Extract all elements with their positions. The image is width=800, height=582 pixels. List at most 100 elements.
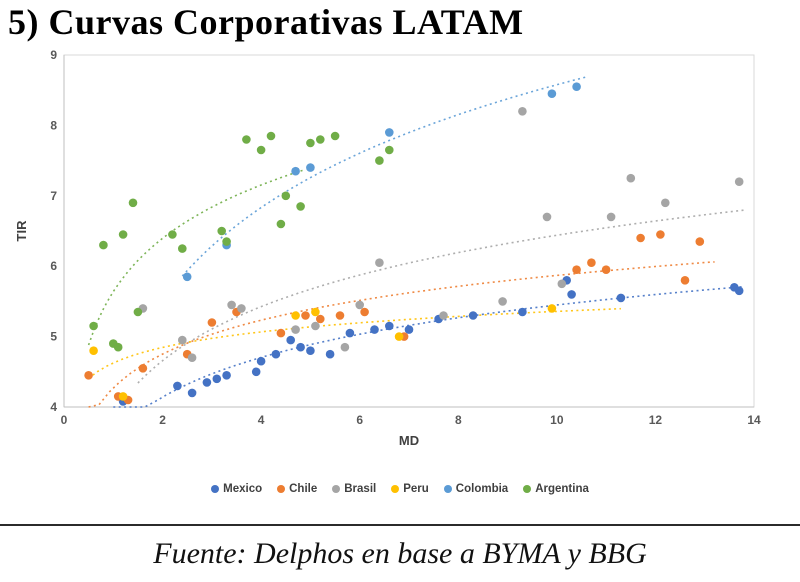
point-peru (291, 311, 300, 321)
point-argentina (99, 241, 108, 250)
x-axis-label: MD (399, 433, 419, 448)
point-brasil (661, 198, 670, 208)
legend-label: Chile (289, 483, 318, 496)
point-brasil (626, 174, 636, 183)
x-tick-label: 6 (356, 413, 363, 427)
point-brasil (237, 304, 246, 314)
point-peru (89, 346, 98, 356)
point-argentina (330, 132, 340, 141)
point-chile (656, 230, 665, 240)
trendline-brasil (137, 209, 745, 384)
legend-item-brasil: Brasil (332, 483, 376, 495)
point-mexico (345, 329, 355, 338)
point-mexico (404, 325, 414, 335)
trendline-mexico (113, 286, 745, 409)
point-mexico (518, 308, 527, 317)
point-brasil (375, 258, 384, 268)
point-chile (587, 258, 596, 268)
y-tick-label: 7 (50, 189, 57, 203)
point-mexico (306, 346, 315, 356)
legend-item-chile: Chile (277, 483, 317, 495)
point-chile (207, 318, 217, 328)
point-chile (335, 311, 345, 321)
y-tick-label: 4 (50, 400, 57, 414)
point-brasil (498, 297, 507, 307)
legend-item-mexico: Mexico (211, 483, 262, 495)
point-chile (695, 237, 705, 247)
point-argentina (113, 343, 123, 352)
point-argentina (242, 135, 251, 145)
source-text: Fuente: Delphos en base a BYMA y BBG (153, 537, 647, 570)
x-tick-label: 4 (258, 413, 265, 427)
x-tick-label: 10 (550, 413, 564, 427)
point-argentina (375, 156, 384, 166)
point-peru (311, 308, 320, 317)
point-mexico (212, 374, 222, 384)
point-argentina (276, 220, 286, 229)
point-brasil (178, 336, 187, 345)
legend-dot-brasil (332, 485, 341, 494)
point-mexico (734, 286, 744, 296)
legend-dot-argentina (523, 485, 532, 494)
point-brasil (734, 177, 744, 187)
point-argentina (256, 146, 266, 155)
point-argentina (217, 227, 226, 236)
point-argentina (89, 322, 98, 331)
x-tick-label: 14 (747, 413, 761, 427)
trendline-argentina (87, 169, 306, 346)
legend-item-colombia: Colombia (443, 483, 508, 495)
point-colombia (572, 82, 581, 92)
point-peru (118, 392, 128, 402)
point-brasil (340, 343, 350, 352)
point-brasil (187, 353, 197, 363)
y-axis-label: TIR (14, 220, 29, 242)
legend-dot-colombia (443, 485, 452, 494)
point-brasil (355, 300, 365, 310)
legend-item-peru: Peru (391, 483, 429, 495)
legend-item-argentina: Argentina (523, 483, 589, 495)
point-argentina (266, 132, 276, 141)
x-tick-label: 2 (159, 413, 166, 427)
point-colombia (385, 128, 394, 138)
point-mexico (567, 290, 576, 300)
legend-label: Argentina (535, 483, 589, 496)
point-argentina (281, 191, 291, 201)
point-mexico (271, 350, 281, 359)
point-chile (138, 364, 148, 373)
point-colombia (547, 89, 557, 99)
legend-label: Mexico (223, 483, 263, 496)
point-colombia (291, 167, 300, 176)
x-tick-label: 12 (649, 413, 663, 427)
point-peru (394, 332, 404, 342)
point-chile (680, 276, 690, 285)
point-argentina (385, 146, 394, 155)
legend-label: Peru (403, 483, 429, 496)
point-brasil (291, 325, 300, 335)
legend: Mexico Chile Brasil Peru Colombia Argentina (0, 477, 800, 501)
point-argentina (128, 198, 138, 208)
source-footer: Fuente: Delphos en base a BYMA y BBG (0, 524, 800, 582)
point-mexico (251, 367, 261, 377)
legend-dot-mexico (211, 485, 220, 494)
trendline-colombia (181, 76, 587, 277)
legend-label: Brasil (344, 483, 377, 496)
point-mexico (468, 311, 478, 321)
point-mexico (616, 293, 626, 303)
x-tick-label: 8 (455, 413, 462, 427)
point-mexico (370, 325, 379, 335)
point-mexico (173, 381, 182, 391)
point-mexico (296, 343, 305, 352)
point-colombia (306, 163, 315, 173)
point-chile (316, 315, 325, 324)
trendline-peru (88, 308, 621, 380)
point-mexico (256, 357, 266, 366)
point-brasil (227, 300, 236, 310)
point-chile (636, 234, 645, 243)
point-chile (572, 265, 581, 275)
point-brasil (518, 107, 527, 116)
point-argentina (316, 135, 325, 145)
point-chile (360, 308, 369, 317)
y-tick-label: 5 (50, 330, 57, 344)
point-chile (84, 371, 93, 380)
